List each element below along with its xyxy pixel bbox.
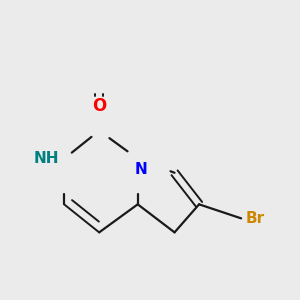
Text: N: N <box>134 162 147 177</box>
Text: O: O <box>92 98 106 116</box>
Text: NH: NH <box>33 151 59 166</box>
Text: Br: Br <box>245 211 265 226</box>
